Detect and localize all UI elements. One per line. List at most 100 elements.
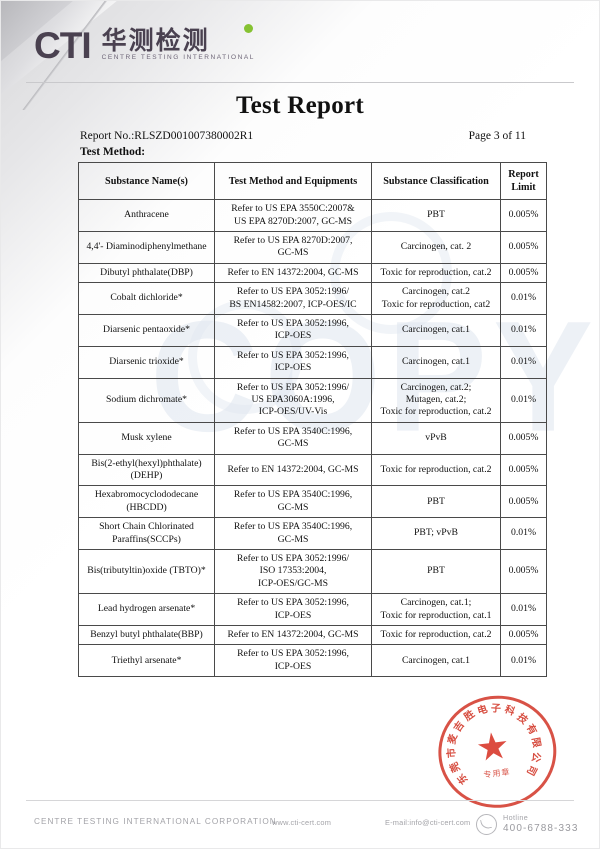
- cell-classification: Carcinogen, cat.1; Toxic for reproduction…: [371, 593, 501, 627]
- seal-character: 电: [475, 703, 489, 718]
- cell-substance-name-line: Short Chain Chlorinated: [99, 521, 194, 533]
- cell-substance-name-line: Paraffins(SCCPs): [112, 533, 181, 545]
- seal-character: 子: [490, 702, 502, 715]
- cell-report-limit: 0.01%: [500, 517, 547, 551]
- cell-substance-name-line: Benzyl butyl phthalate(BBP): [90, 629, 203, 641]
- cell-test-method-line: US EPA3060A:1996,: [251, 393, 335, 405]
- cell-test-method-line: Refer to US EPA 3550C:2007&: [231, 203, 355, 215]
- cell-classification: Carcinogen, cat.1: [371, 313, 501, 347]
- seal-character: 司: [524, 763, 539, 778]
- cell-test-method-line: GC-MS: [277, 533, 309, 545]
- cell-test-method: Refer to US EPA 3052:1996/ISO 17353:2004…: [214, 549, 372, 595]
- cell-substance-name-line: Diarsenic pentaoxide*: [103, 324, 190, 336]
- cell-substance-name-line: Sodium dichromate*: [106, 393, 187, 405]
- cell-substance-name-line: (HBCDD): [126, 501, 167, 513]
- table-row: Hexabromocyclododecane (HBCDD) Refer to US…: [78, 485, 547, 519]
- footer-email[interactable]: E-mail:info@cti-cert.com: [385, 818, 471, 827]
- cell-test-method: Refer to US EPA 3052:1996/BS EN14582:200…: [214, 282, 372, 315]
- cell-report-limit: 0.01%: [500, 593, 547, 627]
- cell-test-method: Refer to EN 14372:2004, GC-MS: [214, 625, 372, 646]
- cell-classification-line: Carcinogen, cat.1: [401, 654, 471, 666]
- page-footer: CENTRE TESTING INTERNATIONAL CORPORATION…: [0, 810, 600, 844]
- seal-character: 公: [529, 751, 542, 763]
- cell-classification-line: Carcinogen, cat. 2: [400, 241, 472, 253]
- cell-substance-name: Cobalt dichloride*: [78, 282, 215, 315]
- seal-bottom-text: 专用章: [483, 767, 511, 780]
- cell-classification: Carcinogen, cat.2; Mutagen, cat.2; Toxic f…: [371, 377, 501, 423]
- cell-substance-name: Dibutyl phthalate(DBP): [78, 262, 215, 284]
- table-row: Diarsenic pentaoxide* Refer to US EPA 305…: [78, 313, 547, 347]
- cell-test-method: Refer to US EPA 3052:1996, ICP-OES: [214, 313, 372, 347]
- table-row: Diarsenic trioxide* Refer to US EPA 3052:…: [78, 345, 547, 379]
- cell-report-limit: 0.005%: [500, 453, 547, 487]
- cell-test-method-line: Refer to US EPA 8270D:2007,: [233, 234, 353, 246]
- cell-test-method: Refer to US EPA 3540C:1996, GC-MS: [214, 421, 372, 455]
- seal-star-icon: [476, 731, 509, 764]
- cell-substance-name: Benzyl butyl phthalate(BBP): [78, 625, 215, 646]
- table-row: Cobalt dichloride* Refer to US EPA 3052:1…: [78, 282, 547, 315]
- cell-test-method-line: ICP-OES/UV-Vis: [258, 406, 328, 418]
- cell-substance-name-line: Hexabromocyclododecane: [94, 489, 199, 501]
- table-row: Musk xylene Refer to US EPA 3540C:1996, GC…: [78, 421, 547, 455]
- cell-substance-name-line: 4,4'- Diaminodiphenylmethane: [86, 241, 207, 253]
- cell-classification-line: PBT: [427, 565, 445, 577]
- table-row: Dibutyl phthalate(DBP) Refer to EN 14372:…: [78, 262, 547, 284]
- cti-logo-english: CENTRE TESTING INTERNATIONAL: [101, 54, 255, 62]
- cell-substance-name-line: Triethyl arsenate*: [111, 654, 182, 666]
- cell-test-method-line: ICP-OES/GC-MS: [258, 577, 328, 589]
- cell-test-method-line: US EPA 8270D:2007, GC-MS: [233, 215, 353, 227]
- cell-test-method-line: Refer to EN 14372:2004, GC-MS: [227, 629, 359, 641]
- cell-substance-name: Short Chain Chlorinated Paraffins(SCCPs): [78, 517, 215, 551]
- phone-icon: [476, 814, 497, 835]
- test-results-table-wrapper: Substance Name(s) Test Method and Equipm…: [78, 161, 547, 678]
- footer-website[interactable]: www.cti-cert.com: [272, 818, 332, 827]
- report-number: Report No.:RLSZD001007380002R1: [80, 130, 254, 142]
- seal-character: 有: [523, 722, 538, 737]
- cell-test-method-line: GC-MS: [277, 501, 309, 513]
- cell-classification-line: Toxic for reproduction, cat.2: [380, 406, 492, 418]
- cell-substance-name: Triethyl arsenate*: [78, 644, 215, 678]
- cell-substance-name: Hexabromocyclododecane (HBCDD): [78, 485, 215, 519]
- cell-substance-name-line: Dibutyl phthalate(DBP): [100, 266, 193, 278]
- cell-classification: PBT; vPvB: [371, 517, 501, 551]
- cell-report-limit: 0.005%: [500, 230, 547, 264]
- company-seal-stamp: 东莞市麦吉胜电子科技有限公司 专用章: [426, 687, 564, 815]
- cell-test-method: Refer to US EPA 3550C:2007& US EPA 8270D:…: [214, 199, 372, 232]
- cell-substance-name-line: Anthracene: [124, 209, 169, 221]
- cell-substance-name: Diarsenic pentaoxide*: [78, 313, 215, 347]
- seal-character: 胜: [462, 709, 477, 724]
- cell-classification: PBT: [371, 199, 501, 232]
- seal-character: 莞: [448, 760, 463, 774]
- cell-classification-line: Toxic for reproduction, cat.2: [380, 266, 492, 278]
- cell-classification: Carcinogen, cat.1: [371, 345, 501, 379]
- cell-test-method-line: Refer to US EPA 3540C:1996,: [233, 425, 353, 437]
- cell-report-limit: 0.005%: [500, 421, 547, 455]
- cell-test-method-line: Refer to US EPA 3052:1996/: [236, 286, 350, 298]
- cell-substance-name-line: Bis(tributyltin)oxide (TBTO)*: [87, 565, 206, 577]
- cell-test-method-line: GC-MS: [277, 247, 309, 259]
- cell-classification: PBT: [371, 485, 501, 519]
- footer-divider: [26, 800, 574, 801]
- cell-substance-name-line: Bis(2-ethyl(hexyl)phthalate): [91, 457, 202, 469]
- seal-character: 科: [503, 704, 517, 719]
- cell-report-limit: 0.01%: [500, 377, 547, 423]
- cell-test-method-line: GC-MS: [277, 438, 309, 450]
- cell-test-method-line: Refer to US EPA 3052:1996,: [237, 597, 349, 609]
- cell-classification-line: Carcinogen, cat.2;: [400, 381, 472, 393]
- table-row: Short Chain Chlorinated Paraffins(SCCPs) R…: [78, 517, 547, 551]
- cell-substance-name-line: Cobalt dichloride*: [110, 292, 183, 304]
- cell-classification: Toxic for reproduction, cat.2: [371, 453, 501, 487]
- table-row: Benzyl butyl phthalate(BBP) Refer to EN 1…: [78, 625, 547, 646]
- cell-classification-line: Carcinogen, cat.2: [401, 286, 471, 298]
- table-row: 4,4'- Diaminodiphenylmethane Refer to US …: [78, 230, 547, 264]
- cell-report-limit: 0.005%: [500, 199, 547, 232]
- table-row: Bis(tributyltin)oxide (TBTO)* Refer to US…: [78, 549, 547, 595]
- cell-substance-name: 4,4'- Diaminodiphenylmethane: [78, 230, 215, 264]
- footer-hotline-number: 400-6788-333: [503, 823, 579, 834]
- cell-classification: Carcinogen, cat.1: [371, 644, 501, 678]
- table-row: Anthracene Refer to US EPA 3550C:2007& US …: [78, 199, 547, 232]
- cell-substance-name-line: Lead hydrogen arsenate*: [97, 603, 196, 615]
- cell-test-method-line: Refer to US EPA 3052:1996,: [237, 648, 349, 660]
- cell-classification: Carcinogen, cat.2 Toxic for reproduction,…: [371, 282, 501, 315]
- cell-test-method-line: BS EN14582:2007, ICP-OES/IC: [229, 298, 357, 310]
